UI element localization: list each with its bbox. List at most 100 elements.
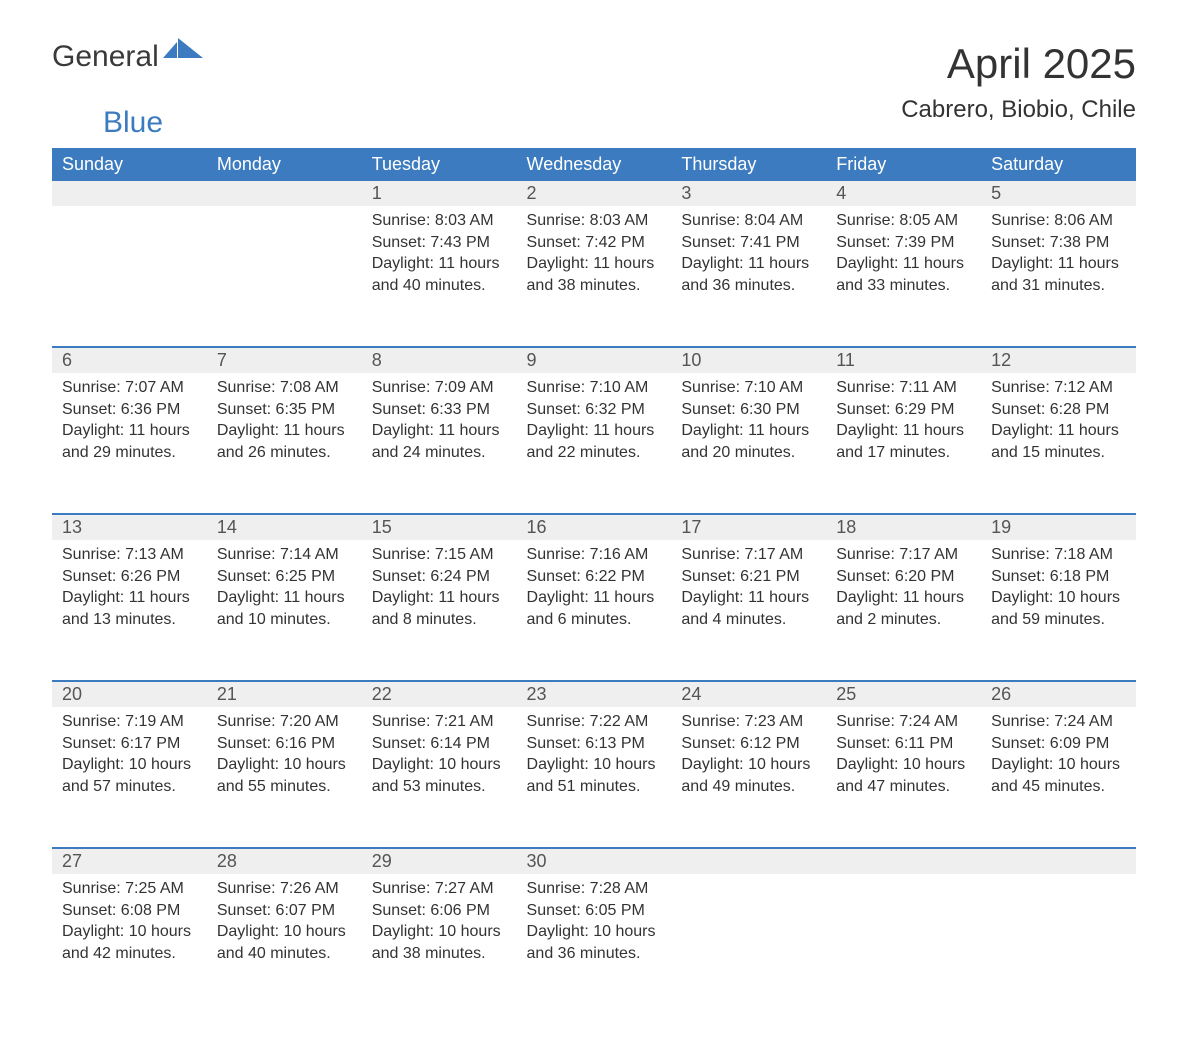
daylight-line2: and 10 minutes. xyxy=(217,609,352,631)
day-cell xyxy=(52,206,207,346)
day-cell: Sunrise: 7:17 AMSunset: 6:20 PMDaylight:… xyxy=(826,540,981,680)
sunset-text: Sunset: 6:26 PM xyxy=(62,566,197,588)
day-cell-header: 18 xyxy=(826,513,981,540)
day-cell: Sunrise: 7:11 AMSunset: 6:29 PMDaylight:… xyxy=(826,373,981,513)
sunrise-text: Sunrise: 7:17 AM xyxy=(836,544,971,566)
daylight-line1: Daylight: 11 hours xyxy=(372,587,507,609)
sunrise-text: Sunrise: 7:22 AM xyxy=(527,711,662,733)
daylight-line1: Daylight: 10 hours xyxy=(836,754,971,776)
day-cell-header: 24 xyxy=(671,680,826,707)
daylight-line2: and 2 minutes. xyxy=(836,609,971,631)
daylight-line2: and 29 minutes. xyxy=(62,442,197,464)
daylight-line1: Daylight: 11 hours xyxy=(62,587,197,609)
sunrise-text: Sunrise: 7:20 AM xyxy=(217,711,352,733)
day-number: 13 xyxy=(52,513,207,540)
day-number: 8 xyxy=(362,346,517,373)
day-cell: Sunrise: 7:14 AMSunset: 6:25 PMDaylight:… xyxy=(207,540,362,680)
day-cell-header xyxy=(207,181,362,206)
day-cell: Sunrise: 7:28 AMSunset: 6:05 PMDaylight:… xyxy=(517,874,672,1014)
sunset-text: Sunset: 7:41 PM xyxy=(681,232,816,254)
day-number: 20 xyxy=(52,680,207,707)
day-cell: Sunrise: 7:10 AMSunset: 6:32 PMDaylight:… xyxy=(517,373,672,513)
daylight-line2: and 24 minutes. xyxy=(372,442,507,464)
day-content: Sunrise: 7:22 AMSunset: 6:13 PMDaylight:… xyxy=(517,707,672,815)
day-content: Sunrise: 7:16 AMSunset: 6:22 PMDaylight:… xyxy=(517,540,672,648)
day-number: 2 xyxy=(517,181,672,206)
day-cell: Sunrise: 8:06 AMSunset: 7:38 PMDaylight:… xyxy=(981,206,1136,346)
daylight-line1: Daylight: 10 hours xyxy=(372,921,507,943)
daylight-line1: Daylight: 11 hours xyxy=(372,253,507,275)
daylight-line1: Daylight: 11 hours xyxy=(991,253,1126,275)
daylight-line1: Daylight: 10 hours xyxy=(217,921,352,943)
day-content: Sunrise: 7:15 AMSunset: 6:24 PMDaylight:… xyxy=(362,540,517,648)
daylight-line1: Daylight: 11 hours xyxy=(527,253,662,275)
sunrise-text: Sunrise: 7:25 AM xyxy=(62,878,197,900)
sunrise-text: Sunrise: 8:03 AM xyxy=(527,210,662,232)
day-cell: Sunrise: 7:13 AMSunset: 6:26 PMDaylight:… xyxy=(52,540,207,680)
day-number: 28 xyxy=(207,847,362,874)
sunrise-text: Sunrise: 7:12 AM xyxy=(991,377,1126,399)
day-number: 19 xyxy=(981,513,1136,540)
sunrise-text: Sunrise: 7:13 AM xyxy=(62,544,197,566)
day-cell: Sunrise: 7:21 AMSunset: 6:14 PMDaylight:… xyxy=(362,707,517,847)
day-cell: Sunrise: 8:04 AMSunset: 7:41 PMDaylight:… xyxy=(671,206,826,346)
daylight-line1: Daylight: 11 hours xyxy=(681,253,816,275)
daylight-line2: and 59 minutes. xyxy=(991,609,1126,631)
day-cell: Sunrise: 7:27 AMSunset: 6:06 PMDaylight:… xyxy=(362,874,517,1014)
sunrise-text: Sunrise: 7:14 AM xyxy=(217,544,352,566)
day-cell-header xyxy=(52,181,207,206)
sunrise-text: Sunrise: 7:10 AM xyxy=(681,377,816,399)
daylight-line2: and 40 minutes. xyxy=(217,943,352,965)
sunset-text: Sunset: 6:13 PM xyxy=(527,733,662,755)
day-cell: Sunrise: 7:24 AMSunset: 6:09 PMDaylight:… xyxy=(981,707,1136,847)
day-cell-header: 9 xyxy=(517,346,672,373)
week-daynum-row: 6789101112 xyxy=(52,346,1136,373)
daylight-line1: Daylight: 10 hours xyxy=(527,754,662,776)
daylight-line2: and 51 minutes. xyxy=(527,776,662,798)
day-cell: Sunrise: 7:22 AMSunset: 6:13 PMDaylight:… xyxy=(517,707,672,847)
daylight-line1: Daylight: 11 hours xyxy=(836,253,971,275)
sunrise-text: Sunrise: 7:10 AM xyxy=(527,377,662,399)
day-number: 26 xyxy=(981,680,1136,707)
day-cell-header: 16 xyxy=(517,513,672,540)
sunrise-text: Sunrise: 7:27 AM xyxy=(372,878,507,900)
day-content: Sunrise: 7:11 AMSunset: 6:29 PMDaylight:… xyxy=(826,373,981,481)
daylight-line1: Daylight: 11 hours xyxy=(991,420,1126,442)
week-content-row: Sunrise: 8:03 AMSunset: 7:43 PMDaylight:… xyxy=(52,206,1136,346)
week-content-row: Sunrise: 7:19 AMSunset: 6:17 PMDaylight:… xyxy=(52,707,1136,847)
daylight-line1: Daylight: 11 hours xyxy=(62,420,197,442)
sunset-text: Sunset: 6:14 PM xyxy=(372,733,507,755)
sunrise-text: Sunrise: 8:05 AM xyxy=(836,210,971,232)
day-number: 5 xyxy=(981,181,1136,206)
sunset-text: Sunset: 6:16 PM xyxy=(217,733,352,755)
daylight-line1: Daylight: 11 hours xyxy=(681,420,816,442)
day-number: 12 xyxy=(981,346,1136,373)
sunrise-text: Sunrise: 7:19 AM xyxy=(62,711,197,733)
sunset-text: Sunset: 6:22 PM xyxy=(527,566,662,588)
week-content-row: Sunrise: 7:13 AMSunset: 6:26 PMDaylight:… xyxy=(52,540,1136,680)
day-content: Sunrise: 7:23 AMSunset: 6:12 PMDaylight:… xyxy=(671,707,826,815)
sunrise-text: Sunrise: 7:08 AM xyxy=(217,377,352,399)
day-number xyxy=(671,847,826,874)
sunset-text: Sunset: 6:29 PM xyxy=(836,399,971,421)
sunset-text: Sunset: 6:12 PM xyxy=(681,733,816,755)
header-thursday: Thursday xyxy=(671,148,826,181)
sunrise-text: Sunrise: 8:03 AM xyxy=(372,210,507,232)
sunset-text: Sunset: 6:28 PM xyxy=(991,399,1126,421)
week-content-row: Sunrise: 7:07 AMSunset: 6:36 PMDaylight:… xyxy=(52,373,1136,513)
day-cell: Sunrise: 7:07 AMSunset: 6:36 PMDaylight:… xyxy=(52,373,207,513)
header-friday: Friday xyxy=(826,148,981,181)
daylight-line1: Daylight: 11 hours xyxy=(217,587,352,609)
daylight-line1: Daylight: 11 hours xyxy=(681,587,816,609)
daylight-line1: Daylight: 10 hours xyxy=(217,754,352,776)
week-daynum-row: 27282930 xyxy=(52,847,1136,874)
day-cell-header: 28 xyxy=(207,847,362,874)
day-content: Sunrise: 8:06 AMSunset: 7:38 PMDaylight:… xyxy=(981,206,1136,314)
day-cell: Sunrise: 7:25 AMSunset: 6:08 PMDaylight:… xyxy=(52,874,207,1014)
day-cell-header: 3 xyxy=(671,181,826,206)
daylight-line2: and 36 minutes. xyxy=(681,275,816,297)
header-monday: Monday xyxy=(207,148,362,181)
daylight-line2: and 47 minutes. xyxy=(836,776,971,798)
brand-text-dark: General xyxy=(52,40,159,74)
daylight-line2: and 22 minutes. xyxy=(527,442,662,464)
